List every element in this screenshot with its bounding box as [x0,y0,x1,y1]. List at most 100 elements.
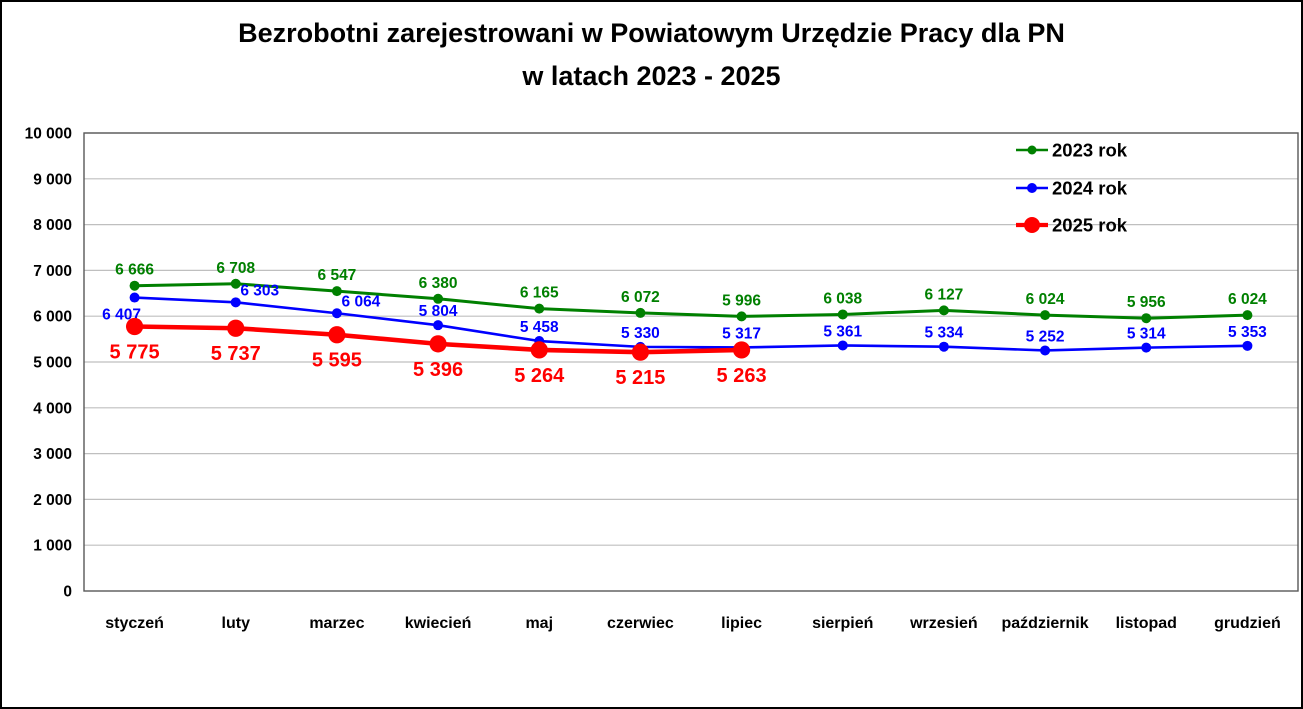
legend-item-2023-rok: 2023 rok [1016,140,1128,161]
data-label-2025-rok-luty: 5 737 [211,343,261,365]
y-axis-tick-label: 8 000 [33,217,72,234]
data-label-2023-rok-lipiec: 5 996 [722,292,761,309]
data-label-2024-rok-wrzesień: 5 334 [925,325,964,342]
data-point-2023-rok-listopad [1141,313,1152,324]
data-point-2023-rok-luty [230,278,241,289]
data-label-2024-rok-grudzień: 5 353 [1228,324,1267,341]
data-point-2024-rok-wrzesień [938,341,949,352]
legend-marker [1027,145,1037,155]
legend-label: 2024 rok [1052,178,1128,199]
plot-area-border [83,132,1299,592]
data-point-2025-rok-lipiec [732,341,751,359]
y-axis-tick-label: 3 000 [33,446,72,463]
legend-label: 2025 rok [1052,215,1128,236]
x-axis-month-label: grudzień [1214,615,1281,632]
data-point-2023-rok-marzec [331,286,342,297]
x-axis-month-label: czerwiec [607,615,674,632]
series-line-2023-rok [133,282,1249,320]
x-axis-month-label: maj [525,615,553,632]
data-point-2023-rok-wrzesień [938,305,949,316]
data-label-2023-rok-październik: 6 024 [1026,291,1065,308]
data-point-2024-rok-marzec [331,308,342,319]
data-label-2025-rok-marzec: 5 595 [312,350,362,372]
data-label-2024-rok-czerwiec: 5 330 [621,325,660,342]
x-axis-month-label: wrzesień [909,615,978,632]
chart-title-line1: Bezrobotni zarejestrowani w Powiatowym U… [238,18,1065,48]
data-point-2023-rok-grudzień [1242,310,1253,321]
data-label-2024-rok-maj: 5 458 [520,319,559,336]
y-axis-tick-label: 4 000 [33,400,72,417]
data-label-2025-rok-czerwiec: 5 215 [615,367,665,389]
x-axis-month-label: listopad [1116,615,1177,632]
legend-label: 2023 rok [1052,140,1128,161]
data-point-2024-rok-październik [1040,345,1051,356]
data-label-2024-rok-lipiec: 5 317 [722,325,761,342]
data-label-2024-rok-listopad: 5 314 [1127,326,1166,343]
data-point-2023-rok-październik [1040,310,1051,321]
data-label-2025-rok-styczeń: 5 775 [110,342,160,364]
y-axis-tick-label: 6 000 [33,309,72,326]
data-point-2025-rok-marzec [328,326,346,344]
data-label-2025-rok-maj: 5 264 [514,365,565,387]
legend-item-2024-rok: 2024 rok [1016,178,1128,199]
data-point-2024-rok-sierpień [837,340,848,351]
data-label-2023-rok-czerwiec: 6 072 [621,289,660,306]
data-label-2023-rok-sierpień: 6 038 [823,290,862,307]
series-line-2024-rok [133,296,1249,352]
x-axis-month-label: lipiec [721,615,762,632]
legend-item-2025-rok: 2025 rok [1016,215,1128,236]
data-point-2023-rok-sierpień [837,309,848,320]
x-axis-month-label: październik [1002,615,1089,632]
x-axis-month-label: kwiecień [405,615,472,632]
data-label-2023-rok-marzec: 6 547 [318,267,357,284]
data-label-2023-rok-wrzesień: 6 127 [925,286,964,303]
data-label-2023-rok-kwiecień: 6 380 [419,275,458,292]
data-point-2024-rok-kwiecień [433,320,444,331]
data-label-2023-rok-grudzień: 6 024 [1228,291,1267,308]
y-axis-tick-label: 5 000 [33,355,72,372]
y-axis-tick-label: 2 000 [33,492,72,509]
data-label-2023-rok-listopad: 5 956 [1127,294,1166,311]
chart-title-line2: w latach 2023 - 2025 [522,61,781,91]
series-2025-rok: 5 775 5 737 5 595 5 396 5 264 5 215 5 263 [110,317,767,389]
data-label-2024-rok-kwiecień: 5 804 [419,303,458,320]
x-axis-month-label: luty [222,615,251,632]
data-label-2023-rok-maj: 6 165 [520,285,559,302]
data-point-2024-rok-luty [230,297,241,308]
legend-marker [1027,183,1037,193]
data-point-2025-rok-styczeń [125,317,144,336]
data-label-2023-rok-styczeń: 6 666 [115,262,154,279]
data-point-2025-rok-maj [530,341,548,359]
data-label-2024-rok-sierpień: 5 361 [823,323,862,340]
y-axis-tick-label: 7 000 [33,263,72,280]
data-label-2024-rok-październik: 5 252 [1026,328,1065,345]
data-point-2024-rok-listopad [1141,342,1152,353]
data-point-2023-rok-lipiec [736,311,747,322]
x-axis-month-label: sierpień [812,615,873,632]
data-point-2024-rok-grudzień [1242,340,1253,351]
chart-title: Bezrobotni zarejestrowani w Powiatowym U… [2,12,1301,98]
data-point-2023-rok-maj [534,303,545,314]
y-axis-tick-label: 1 000 [33,538,72,555]
data-point-2024-rok-styczeń [129,292,140,303]
data-point-2023-rok-czerwiec [635,307,646,318]
data-label-2025-rok-kwiecień: 5 396 [413,359,463,381]
data-point-2023-rok-styczeń [129,280,140,291]
data-point-2025-rok-czerwiec [631,343,650,361]
y-axis-tick-label: 9 000 [33,171,72,188]
x-axis-month-label: marzec [309,615,364,632]
data-label-2023-rok-luty: 6 708 [216,260,255,277]
data-point-2023-rok-kwiecień [433,293,444,304]
data-label-2024-rok-marzec: 6 064 [342,293,381,310]
legend: 2023 rok 2024 rok 2025 rok [1016,140,1128,236]
y-axis-tick-label: 0 [63,584,72,601]
data-point-2025-rok-luty [227,319,245,337]
data-point-2025-rok-kwiecień [429,335,447,353]
legend-marker [1024,217,1040,233]
data-label-2025-rok-lipiec: 5 263 [717,365,767,387]
x-axis-month-label: styczeń [105,615,164,632]
series-2023-rok: 6 666 6 708 6 547 6 380 6 165 6 072 5 996 6 038… [115,260,1267,324]
